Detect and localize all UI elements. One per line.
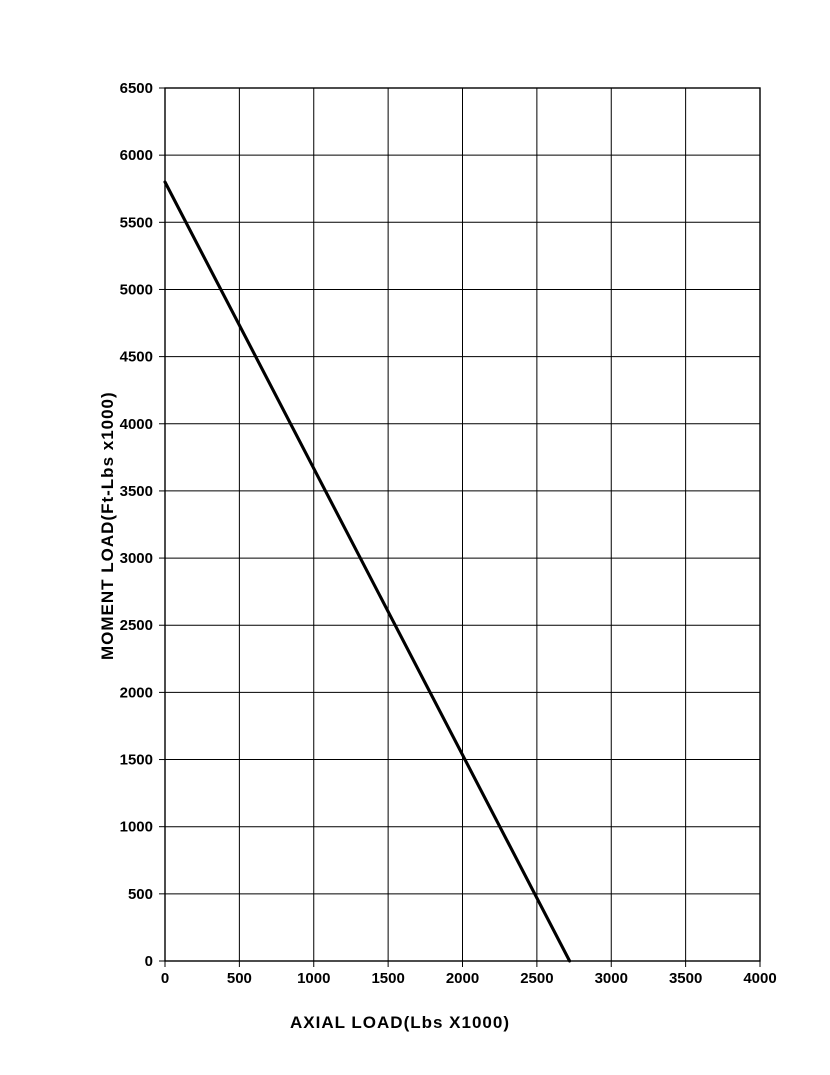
load-chart: 0 500 1000 1500 2000 2500 3000 3500 4000 0 500 1000… (0, 0, 830, 1075)
y-tick-label: 4500 (120, 349, 153, 366)
x-tick-label: 2000 (446, 970, 479, 987)
y-tick-label: 5000 (120, 281, 153, 298)
x-tick-label: 4000 (743, 970, 776, 987)
y-tick-label: 6500 (120, 80, 153, 97)
y-tick-label: 2500 (120, 617, 153, 634)
chart-container: 0 500 1000 1500 2000 2500 3000 3500 4000 0 500 1000… (0, 0, 830, 1075)
y-tick-label: 2000 (120, 684, 153, 701)
x-tick-label: 3500 (669, 970, 702, 987)
x-tick-label: 2500 (520, 970, 553, 987)
y-tick-label: 500 (128, 886, 153, 903)
y-tick-label: 0 (145, 953, 153, 970)
y-tick-label: 3500 (120, 483, 153, 500)
x-tick-label: 3000 (595, 970, 628, 987)
y-tick-label: 5500 (120, 214, 153, 231)
x-tick-label: 0 (161, 970, 169, 987)
x-tick-label: 500 (227, 970, 252, 987)
x-tick-label: 1000 (297, 970, 330, 987)
x-axis-label: AXIAL LOAD(Lbs X1000) (290, 1013, 510, 1033)
y-tick-label: 3000 (120, 550, 153, 567)
y-tick-label: 6000 (120, 147, 153, 164)
x-tick-label: 1500 (371, 970, 404, 987)
y-tick-label: 4000 (120, 416, 153, 433)
y-tick-label: 1500 (120, 752, 153, 769)
y-tick-label: 1000 (120, 819, 153, 836)
y-axis-label: MOMENT LOAD(Ft-Lbs x1000) (98, 391, 118, 660)
